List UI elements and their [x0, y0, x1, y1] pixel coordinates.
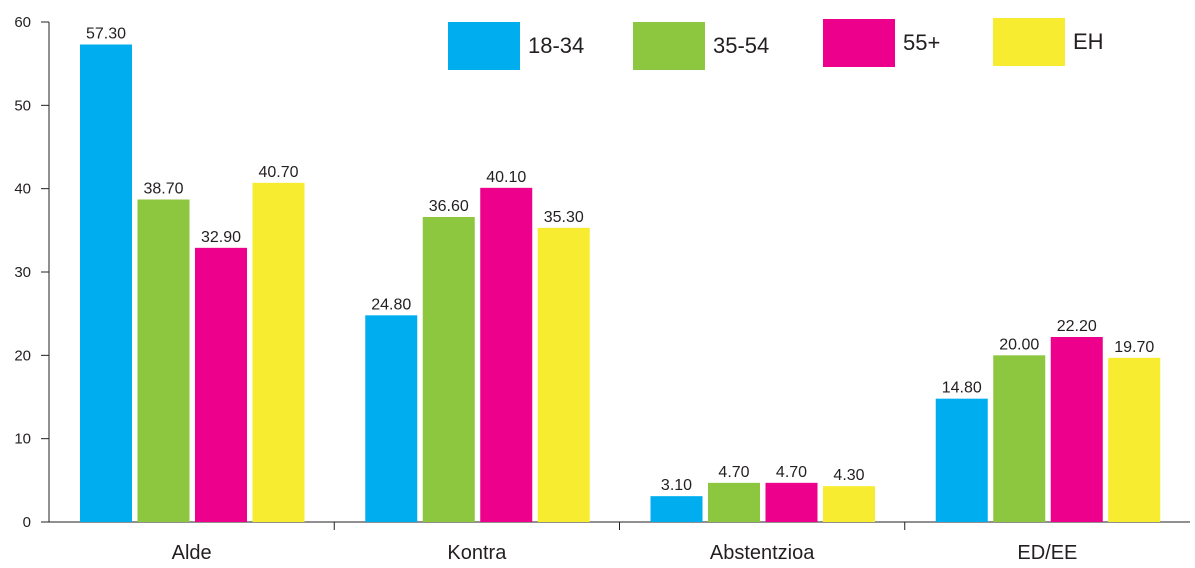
data-label: 20.00: [999, 336, 1039, 353]
bar-ed-ee-55: [1050, 337, 1103, 522]
data-label: 19.70: [1114, 339, 1154, 356]
data-label: 3.10: [661, 477, 692, 494]
bars: [80, 44, 1161, 523]
data-label: 40.10: [486, 169, 526, 186]
y-tick-label: 20: [14, 347, 31, 364]
bar-ed-ee-35-54: [993, 355, 1046, 522]
legend-label: 35-54: [713, 33, 769, 58]
bar-kontra-55: [480, 187, 533, 523]
data-label: 4.70: [776, 464, 807, 481]
y-tick-label: 0: [23, 514, 31, 531]
legend: 18-34 35-54 55+ EH: [448, 18, 1104, 70]
data-label: 35.30: [544, 209, 584, 226]
bar-kontra-18-34: [365, 315, 418, 522]
data-label: 40.70: [258, 164, 298, 181]
data-label: 24.80: [371, 296, 411, 313]
bar-abstentzioa-55: [765, 482, 818, 522]
category-label: Abstentzioa: [710, 542, 815, 564]
y-tick-label: 60: [14, 14, 31, 31]
y-tick-label: 40: [14, 181, 31, 198]
legend-label: 55+: [903, 30, 940, 55]
legend-swatch-55: [823, 19, 895, 67]
data-labels: 57.30 38.70 32.90 40.70 24.80 36.60 40.10 35.30…: [86, 26, 1154, 495]
y-tick-label: 10: [14, 431, 31, 448]
data-label: 38.70: [143, 181, 183, 198]
bar-alde-35-54: [137, 199, 190, 522]
x-axis-ticks: [333, 522, 906, 530]
data-label: 57.30: [86, 26, 126, 43]
bar-ed-ee-eh: [1108, 357, 1161, 522]
bar-alde-eh: [252, 182, 305, 523]
bar-alde-18-34: [80, 44, 132, 522]
data-label: 22.20: [1057, 318, 1097, 335]
data-label: 36.60: [429, 198, 469, 215]
legend-swatch-35-54: [633, 22, 705, 70]
category-label: Kontra: [447, 542, 507, 564]
legend-swatch-eh: [993, 18, 1065, 66]
bar-kontra-eh: [537, 227, 590, 523]
legend-label: EH: [1073, 29, 1104, 54]
legend-label: 18-34: [528, 33, 584, 58]
y-axis-ticks: 0 10 20 30 40 50 60: [14, 14, 49, 531]
category-labels: Alde Kontra Abstentzioa ED/EE: [172, 542, 1078, 564]
bar-abstentzioa-18-34: [650, 496, 703, 522]
y-tick-label: 30: [14, 264, 31, 281]
legend-swatch-18-34: [448, 22, 520, 70]
bar-alde-55: [195, 247, 247, 523]
bar-ed-ee-18-34: [935, 398, 988, 522]
category-label: Alde: [172, 542, 212, 564]
data-label: 14.80: [942, 380, 982, 397]
y-tick-label: 50: [14, 97, 31, 114]
bar-abstentzioa-eh: [823, 486, 875, 522]
data-label: 32.90: [201, 229, 241, 246]
data-label: 4.70: [718, 464, 749, 481]
bar-kontra-35-54: [422, 217, 475, 522]
category-label: ED/EE: [1017, 542, 1077, 564]
bar-abstentzioa-35-54: [708, 482, 760, 522]
data-label: 4.30: [833, 467, 864, 484]
